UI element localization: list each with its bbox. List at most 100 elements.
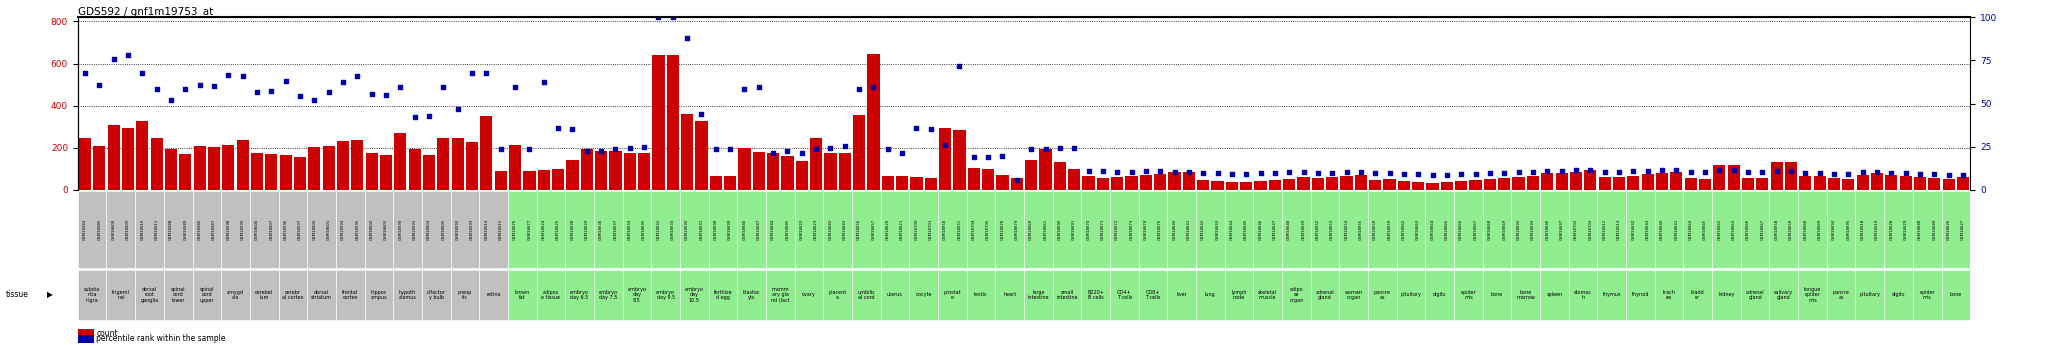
Point <box>1731 169 1763 175</box>
Point <box>1917 171 1950 177</box>
Point <box>111 52 143 58</box>
Bar <box>309 147 319 190</box>
FancyBboxPatch shape <box>78 190 106 268</box>
Text: GSM18664: GSM18664 <box>1432 219 1434 240</box>
Bar <box>969 168 979 190</box>
Text: retina: retina <box>485 293 502 297</box>
Text: GSM18589: GSM18589 <box>184 219 186 240</box>
FancyBboxPatch shape <box>623 190 651 268</box>
Point <box>139 86 172 91</box>
Bar <box>367 153 377 190</box>
FancyBboxPatch shape <box>1712 190 1741 268</box>
FancyBboxPatch shape <box>365 270 393 320</box>
Text: GSM18688: GSM18688 <box>1919 219 1921 240</box>
Text: GSM18699: GSM18699 <box>729 219 731 240</box>
FancyBboxPatch shape <box>680 190 709 268</box>
Bar <box>1470 180 1481 190</box>
Text: GSM18642: GSM18642 <box>1632 219 1634 240</box>
Bar <box>209 147 219 190</box>
FancyBboxPatch shape <box>422 270 451 320</box>
Text: ▶: ▶ <box>47 290 53 299</box>
Bar <box>668 55 678 190</box>
Point <box>1645 167 1677 172</box>
Bar <box>1571 172 1581 190</box>
Text: preop
tic: preop tic <box>459 289 471 300</box>
Bar <box>1886 175 1896 190</box>
Point <box>842 86 874 91</box>
FancyBboxPatch shape <box>1253 270 1282 320</box>
FancyBboxPatch shape <box>1855 270 1884 320</box>
FancyBboxPatch shape <box>1110 190 1139 268</box>
Bar <box>80 138 90 190</box>
FancyBboxPatch shape <box>795 190 823 268</box>
Text: GSM18633: GSM18633 <box>672 219 674 240</box>
Bar <box>868 54 879 190</box>
FancyBboxPatch shape <box>1712 270 1741 320</box>
Bar <box>438 138 449 190</box>
Text: GSM18666: GSM18666 <box>1460 219 1462 240</box>
Bar <box>524 171 535 190</box>
Text: GSM18649: GSM18649 <box>1303 219 1305 240</box>
FancyBboxPatch shape <box>106 190 135 268</box>
Text: GSM18655: GSM18655 <box>1360 219 1362 240</box>
Text: GSM18598: GSM18598 <box>227 219 229 240</box>
Bar <box>1083 176 1094 190</box>
FancyBboxPatch shape <box>623 270 651 320</box>
Text: percentile rank within the sample: percentile rank within the sample <box>96 334 225 343</box>
Text: pituitary: pituitary <box>1401 293 1421 297</box>
Text: GSM18643: GSM18643 <box>1647 219 1649 240</box>
Bar <box>1915 177 1925 190</box>
FancyBboxPatch shape <box>967 270 995 320</box>
Text: GSM18606: GSM18606 <box>256 219 258 240</box>
Text: GSM18618: GSM18618 <box>1862 219 1864 240</box>
Text: GSM18686: GSM18686 <box>743 219 745 240</box>
FancyBboxPatch shape <box>307 270 336 320</box>
Point <box>1014 146 1047 151</box>
Text: GSM18629: GSM18629 <box>1905 219 1907 240</box>
Text: adrenal
gland: adrenal gland <box>1745 289 1765 300</box>
Text: GSM18611: GSM18611 <box>156 219 158 240</box>
Text: lymph
node: lymph node <box>1231 289 1247 300</box>
FancyBboxPatch shape <box>451 270 479 320</box>
Text: GSM18597: GSM18597 <box>299 219 301 240</box>
Text: GSM18651: GSM18651 <box>958 219 961 240</box>
Bar <box>1370 180 1380 190</box>
FancyBboxPatch shape <box>1368 270 1397 320</box>
Text: embryo
day 9.5: embryo day 9.5 <box>655 289 676 300</box>
Text: GDS592 / gnf1m19753_at: GDS592 / gnf1m19753_at <box>78 6 213 17</box>
Text: GSM18685: GSM18685 <box>786 219 788 240</box>
Point <box>1085 168 1118 174</box>
Point <box>856 84 889 89</box>
FancyBboxPatch shape <box>336 190 365 268</box>
Bar <box>567 160 578 190</box>
Bar <box>1442 183 1452 190</box>
Text: trigemi
nal: trigemi nal <box>113 289 129 300</box>
Point <box>426 84 459 89</box>
Bar <box>1012 178 1022 190</box>
Point <box>655 14 688 20</box>
Bar <box>395 133 406 190</box>
Point <box>1544 168 1577 174</box>
Bar <box>1757 178 1767 190</box>
FancyBboxPatch shape <box>193 270 221 320</box>
Point <box>928 142 961 147</box>
Point <box>827 143 860 148</box>
FancyBboxPatch shape <box>565 270 594 320</box>
Text: spleen: spleen <box>1546 293 1563 297</box>
Point <box>799 146 831 151</box>
FancyBboxPatch shape <box>1597 270 1626 320</box>
Text: GSM18700: GSM18700 <box>915 219 918 240</box>
Bar <box>1858 175 1868 190</box>
Text: adrenal
gland: adrenal gland <box>1315 289 1335 300</box>
Text: GSM18607: GSM18607 <box>270 219 272 240</box>
Text: GSM18604: GSM18604 <box>428 219 430 240</box>
FancyBboxPatch shape <box>1024 190 1053 268</box>
Point <box>1616 168 1649 174</box>
Bar <box>1155 174 1165 190</box>
Text: GSM18634: GSM18634 <box>629 219 631 240</box>
Point <box>1028 146 1061 151</box>
Point <box>1200 170 1233 176</box>
FancyBboxPatch shape <box>164 270 193 320</box>
Point <box>1143 168 1176 174</box>
Bar <box>754 152 764 190</box>
